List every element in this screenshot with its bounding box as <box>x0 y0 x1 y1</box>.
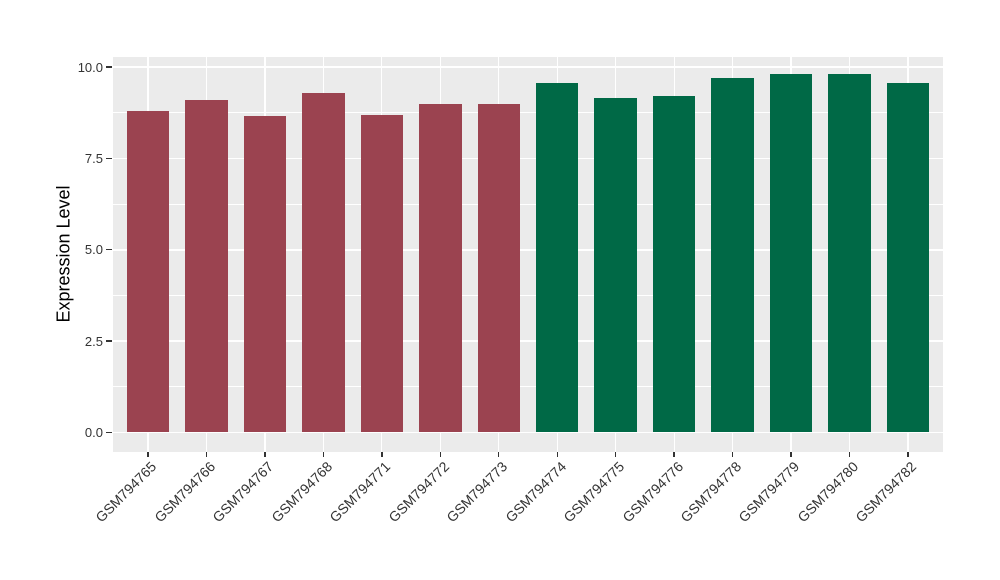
bar-GSM794779 <box>769 74 813 433</box>
y-tick-label: 0.0 <box>84 425 103 440</box>
minor-gridline <box>113 112 943 114</box>
y-tick-mark <box>106 157 112 160</box>
major-gridline <box>113 66 943 68</box>
y-tick-label: 2.5 <box>84 333 103 349</box>
x-tick-label-GSM794765: GSM794765 <box>92 458 160 526</box>
bar-GSM794767 <box>243 116 287 433</box>
x-tick-label-GSM794778: GSM794778 <box>677 458 745 526</box>
x-tick-mark <box>205 452 208 457</box>
minor-gridline <box>113 386 943 388</box>
x-tick-mark <box>147 452 149 457</box>
major-gridline <box>113 431 943 434</box>
y-tick-mark <box>106 249 112 251</box>
minor-gridline <box>113 203 943 205</box>
x-tick-label-GSM794782: GSM794782 <box>852 458 920 526</box>
y-tick-mark <box>106 340 112 342</box>
bar-GSM794771 <box>360 114 404 433</box>
x-tick-label-GSM794780: GSM794780 <box>794 458 862 526</box>
x-tick-mark <box>381 452 383 457</box>
x-tick-mark <box>790 452 792 457</box>
x-tick-mark <box>264 452 266 457</box>
x-tick-mark <box>614 452 617 457</box>
x-tick-label-GSM794775: GSM794775 <box>560 458 628 526</box>
x-tick-label-GSM794779: GSM794779 <box>735 458 803 526</box>
major-gridline <box>113 249 943 251</box>
x-tick-label-GSM794766: GSM794766 <box>151 458 219 526</box>
x-tick-mark <box>439 452 441 457</box>
y-tick-mark <box>106 431 112 434</box>
x-tick-label-GSM794771: GSM794771 <box>326 458 394 526</box>
x-tick-label-GSM794767: GSM794767 <box>209 458 277 526</box>
x-tick-mark <box>322 452 325 457</box>
x-tick-label-GSM794773: GSM794773 <box>443 458 511 526</box>
x-tick-label-GSM794772: GSM794772 <box>385 458 452 526</box>
y-tick-label: 10.0 <box>77 59 103 75</box>
minor-gridline <box>113 295 943 296</box>
bar-GSM794775 <box>594 98 637 433</box>
bar-GSM794774 <box>535 83 579 433</box>
bar-GSM794768 <box>302 92 345 433</box>
x-tick-mark <box>731 452 734 457</box>
x-tick-label-GSM794768: GSM794768 <box>268 458 336 526</box>
bar-GSM794780 <box>828 74 871 433</box>
x-tick-mark <box>907 452 909 457</box>
x-tick-mark <box>848 452 851 457</box>
y-tick-mark <box>106 66 112 68</box>
y-tick-label: 7.5 <box>84 150 103 166</box>
plot-panel <box>113 57 943 452</box>
x-tick-mark <box>498 452 500 457</box>
bar-GSM794772 <box>419 103 462 433</box>
x-tick-mark <box>673 452 675 457</box>
y-tick-label: 5.0 <box>84 242 103 258</box>
bar-GSM794776 <box>652 96 696 433</box>
x-tick-label-GSM794774: GSM794774 <box>501 458 569 526</box>
bar-GSM794766 <box>185 99 228 433</box>
x-tick-label-GSM794776: GSM794776 <box>618 458 686 526</box>
bar-GSM794778 <box>711 77 754 433</box>
x-tick-mark <box>556 452 558 457</box>
major-gridline <box>113 340 943 342</box>
major-gridline <box>113 157 943 160</box>
bar-GSM794765 <box>126 110 170 433</box>
bar-GSM794773 <box>477 103 521 433</box>
bar-GSM794782 <box>886 83 930 433</box>
